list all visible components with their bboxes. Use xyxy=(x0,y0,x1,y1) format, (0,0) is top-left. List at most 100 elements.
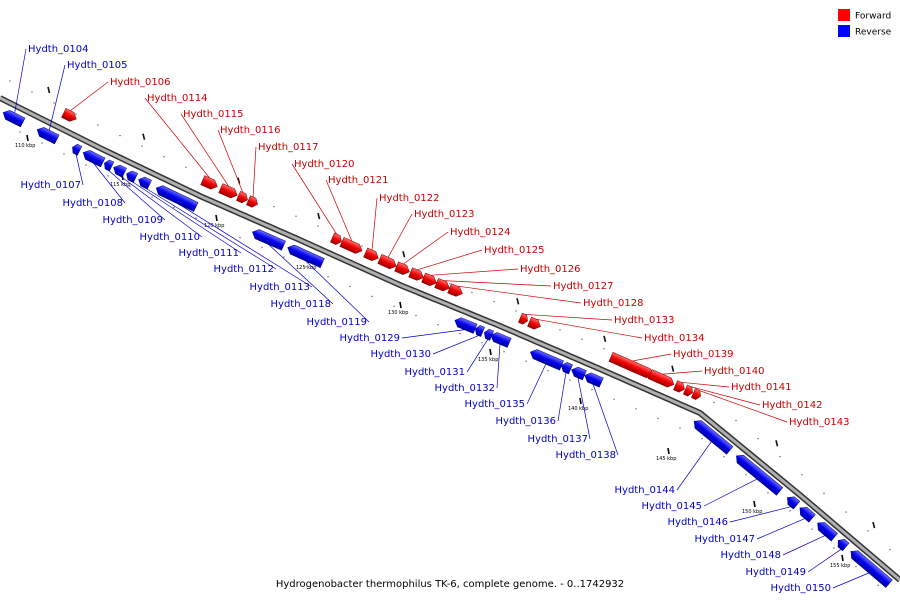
gene-label[interactable]: Hydth_0135 xyxy=(465,399,526,410)
gene-arrow[interactable] xyxy=(339,236,364,255)
gene-arrow[interactable] xyxy=(102,159,115,172)
gene-label[interactable]: Hydth_0129 xyxy=(340,333,401,344)
gene-hydth-0150[interactable] xyxy=(848,547,893,588)
gene-hydth-0129[interactable] xyxy=(453,316,478,334)
gene-hydth-0147[interactable] xyxy=(797,504,816,523)
gene-label[interactable]: Hydth_0127 xyxy=(553,281,614,292)
gene-hydth-0128[interactable] xyxy=(447,283,465,299)
gene-hydth-0104[interactable] xyxy=(1,108,26,128)
gene-arrow[interactable] xyxy=(330,232,343,246)
gene-hydth-0110[interactable] xyxy=(111,163,127,178)
gene-hydth-0121[interactable] xyxy=(339,236,364,255)
gene-label[interactable]: Hydth_0128 xyxy=(583,298,644,309)
gene-arrow[interactable] xyxy=(784,494,801,510)
gene-label[interactable]: Hydth_0122 xyxy=(379,193,440,204)
gene-arrow[interactable] xyxy=(200,175,220,192)
gene-label[interactable]: Hydth_0138 xyxy=(556,450,617,461)
gene-label[interactable]: Hydth_0119 xyxy=(307,317,368,328)
gene-label[interactable]: Hydth_0139 xyxy=(673,349,734,360)
gene-hydth-0125[interactable] xyxy=(408,267,426,283)
gene-label[interactable]: Hydth_0148 xyxy=(721,550,782,561)
gene-hydth-0124[interactable] xyxy=(394,261,412,277)
gene-arrow[interactable] xyxy=(482,328,494,341)
gene-hydth-0115[interactable] xyxy=(218,183,240,200)
gene-arrow[interactable] xyxy=(286,243,325,268)
gene-hydth-0116[interactable] xyxy=(236,190,249,204)
gene-label[interactable]: Hydth_0126 xyxy=(520,264,581,275)
gene-label[interactable]: Hydth_0123 xyxy=(414,209,475,220)
gene-label[interactable]: Hydth_0115 xyxy=(183,109,244,120)
gene-hydth-0132[interactable] xyxy=(489,331,512,348)
gene-label[interactable]: Hydth_0133 xyxy=(614,315,675,326)
gene-label[interactable]: Hydth_0125 xyxy=(484,245,545,256)
gene-arrow[interactable] xyxy=(246,195,259,209)
gene-hydth-0133[interactable] xyxy=(518,312,529,325)
gene-hydth-0138[interactable] xyxy=(583,371,604,388)
gene-hydth-0131[interactable] xyxy=(482,328,494,341)
gene-arrow[interactable] xyxy=(489,331,512,348)
gene-hydth-0108[interactable] xyxy=(81,148,106,168)
gene-hydth-0141[interactable] xyxy=(673,380,686,394)
gene-arrow[interactable] xyxy=(682,384,694,397)
gene-hydth-0117[interactable] xyxy=(246,195,259,209)
gene-hydth-0140[interactable] xyxy=(647,369,676,389)
gene-label[interactable]: Hydth_0145 xyxy=(642,501,703,512)
gene-label[interactable]: Hydth_0131 xyxy=(405,367,466,378)
gene-arrow[interactable] xyxy=(61,108,79,123)
gene-label[interactable]: Hydth_0132 xyxy=(435,383,496,394)
gene-arrow[interactable] xyxy=(528,347,564,371)
gene-arrow[interactable] xyxy=(434,277,452,293)
gene-label[interactable]: Hydth_0124 xyxy=(450,227,511,238)
gene-label[interactable]: Hydth_0107 xyxy=(21,180,82,191)
gene-label[interactable]: Hydth_0144 xyxy=(615,485,676,496)
gene-arrow[interactable] xyxy=(690,388,702,401)
gene-arrow[interactable] xyxy=(70,143,83,156)
gene-label[interactable]: Hydth_0117 xyxy=(258,142,319,153)
gene-hydth-0105[interactable] xyxy=(35,125,60,145)
gene-arrow[interactable] xyxy=(673,380,686,394)
gene-label[interactable]: Hydth_0112 xyxy=(214,264,275,275)
gene-label[interactable]: Hydth_0111 xyxy=(179,248,240,259)
gene-arrow[interactable] xyxy=(518,312,529,325)
gene-hydth-0143[interactable] xyxy=(690,388,702,401)
gene-label[interactable]: Hydth_0106 xyxy=(110,77,171,88)
gene-label[interactable]: Hydth_0114 xyxy=(147,93,208,104)
gene-label[interactable]: Hydth_0142 xyxy=(762,400,823,411)
gene-hydth-0109[interactable] xyxy=(102,159,115,172)
gene-hydth-0123[interactable] xyxy=(377,254,399,270)
gene-arrow[interactable] xyxy=(691,417,734,455)
gene-hydth-0135[interactable] xyxy=(528,347,564,371)
gene-hydth-0130[interactable] xyxy=(473,324,485,337)
gene-label[interactable]: Hydth_0146 xyxy=(668,517,729,528)
gene-arrow[interactable] xyxy=(394,261,412,277)
gene-label[interactable]: Hydth_0116 xyxy=(220,125,281,136)
gene-hydth-0106[interactable] xyxy=(61,108,79,123)
gene-label[interactable]: Hydth_0105 xyxy=(67,60,128,71)
gene-arrow[interactable] xyxy=(236,190,249,204)
gene-arrow[interactable] xyxy=(124,169,139,183)
gene-arrow[interactable] xyxy=(218,183,240,200)
gene-label[interactable]: Hydth_0147 xyxy=(695,534,756,545)
gene-label[interactable]: Hydth_0121 xyxy=(328,175,389,186)
gene-label[interactable]: Hydth_0141 xyxy=(731,382,792,393)
gene-arrow[interactable] xyxy=(559,361,573,375)
gene-arrow[interactable] xyxy=(835,537,850,552)
gene-arrow[interactable] xyxy=(154,183,199,212)
gene-hydth-0137[interactable] xyxy=(570,365,587,381)
gene-label[interactable]: Hydth_0108 xyxy=(63,198,124,209)
gene-hydth-0112[interactable] xyxy=(136,175,152,190)
gene-arrow[interactable] xyxy=(453,316,478,334)
gene-label[interactable]: Hydth_0136 xyxy=(496,416,557,427)
gene-label[interactable]: Hydth_0104 xyxy=(28,44,89,55)
gene-hydth-0134[interactable] xyxy=(527,316,543,331)
gene-arrow[interactable] xyxy=(81,148,106,168)
gene-hydth-0122[interactable] xyxy=(363,247,381,263)
gene-label[interactable]: Hydth_0110 xyxy=(140,232,201,243)
gene-arrow[interactable] xyxy=(848,547,893,588)
gene-hydth-0127[interactable] xyxy=(434,277,452,293)
gene-arrow[interactable] xyxy=(250,227,286,251)
gene-hydth-0126[interactable] xyxy=(421,272,439,288)
gene-hydth-0142[interactable] xyxy=(682,384,694,397)
gene-label[interactable]: Hydth_0149 xyxy=(746,567,807,578)
gene-hydth-0146[interactable] xyxy=(784,494,801,510)
